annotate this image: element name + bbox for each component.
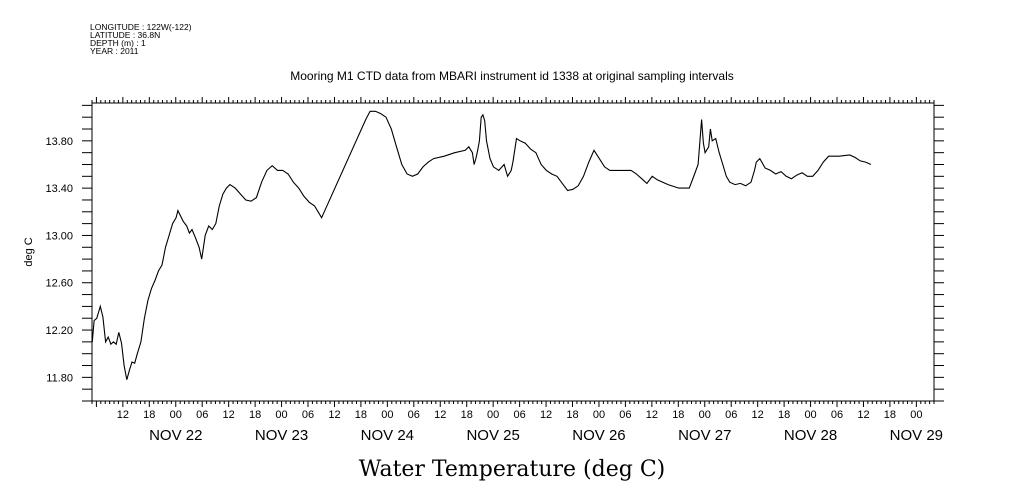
x-tick-label: 18 (884, 409, 896, 421)
x-tick-label: 00 (275, 409, 287, 421)
x-axis-day-labels: NOV 22 NOV 23 NOV 24 NOV 25 NOV 26 NOV 27 NOV … (149, 427, 943, 444)
x-tick-label: 18 (143, 409, 155, 421)
y-tick-label: 12.20 (45, 325, 73, 337)
x-date-label: NOV 23 (255, 427, 308, 444)
axis-ticks (82, 97, 944, 407)
x-tick-label: 18 (778, 409, 790, 421)
metadata-line: YEAR : 2011 (90, 46, 139, 56)
x-tick-label: 12 (328, 409, 340, 421)
metadata-line: LONGITUDE : 122W(-122) (90, 22, 192, 32)
plot-frame (91, 102, 935, 402)
x-tick-label: 06 (619, 409, 631, 421)
temperature-series-line (91, 110, 872, 380)
x-tick-label: 00 (381, 409, 393, 421)
x-date-label: NOV 27 (678, 427, 731, 444)
x-tick-label: 18 (249, 409, 261, 421)
x-tick-label: 18 (566, 409, 578, 421)
x-tick-label: 18 (672, 409, 684, 421)
x-tick-label: 06 (513, 409, 525, 421)
chart-title: Mooring M1 CTD data from MBARI instrumen… (290, 69, 734, 83)
x-tick-label: 12 (434, 409, 446, 421)
metadata-line: LATITUDE : 36.8N (90, 30, 160, 40)
y-axis-tick-labels: 11.80 12.20 12.60 13.00 13.40 13.80 (45, 136, 73, 385)
x-tick-label: 12 (857, 409, 869, 421)
metadata-line: DEPTH (m) : 1 (90, 38, 146, 48)
x-tick-label: 12 (117, 409, 129, 421)
x-tick-label: 06 (408, 409, 420, 421)
x-tick-label: 12 (223, 409, 235, 421)
x-tick-label: 06 (831, 409, 843, 421)
x-date-label: NOV 28 (784, 427, 837, 444)
y-tick-label: 13.40 (45, 183, 73, 195)
x-tick-label: 18 (355, 409, 367, 421)
x-axis-hour-labels: 12 18 00 06 12 18 00 06 12 18 00 06 12 18 00 06 12 18 00 06… (117, 409, 923, 421)
y-tick-label: 13.00 (45, 230, 73, 242)
x-tick-label: 00 (487, 409, 499, 421)
y-axis-label: deg C (23, 237, 35, 266)
x-date-label: NOV 22 (149, 427, 202, 444)
x-tick-label: 00 (699, 409, 711, 421)
x-date-label: NOV 29 (890, 427, 943, 444)
x-tick-label: 00 (910, 409, 922, 421)
x-tick-label: 06 (196, 409, 208, 421)
metadata-block: LONGITUDE : 122W(-122)LATITUDE : 36.8NDE… (90, 22, 192, 56)
x-tick-label: 00 (804, 409, 816, 421)
y-tick-label: 13.80 (45, 136, 73, 148)
x-date-label: NOV 24 (361, 427, 414, 444)
x-date-label: NOV 26 (572, 427, 625, 444)
x-tick-label: 12 (752, 409, 764, 421)
y-tick-label: 12.60 (45, 278, 73, 290)
x-tick-label: 12 (646, 409, 658, 421)
y-tick-label: 11.80 (46, 372, 73, 384)
x-tick-label: 00 (593, 409, 605, 421)
x-tick-label: 06 (725, 409, 737, 421)
chart-caption: Water Temperature (deg C) (359, 457, 666, 482)
x-tick-label: 12 (540, 409, 552, 421)
x-tick-label: 00 (170, 409, 182, 421)
x-tick-label: 06 (302, 409, 314, 421)
x-date-label: NOV 25 (466, 427, 519, 444)
x-tick-label: 18 (461, 409, 473, 421)
